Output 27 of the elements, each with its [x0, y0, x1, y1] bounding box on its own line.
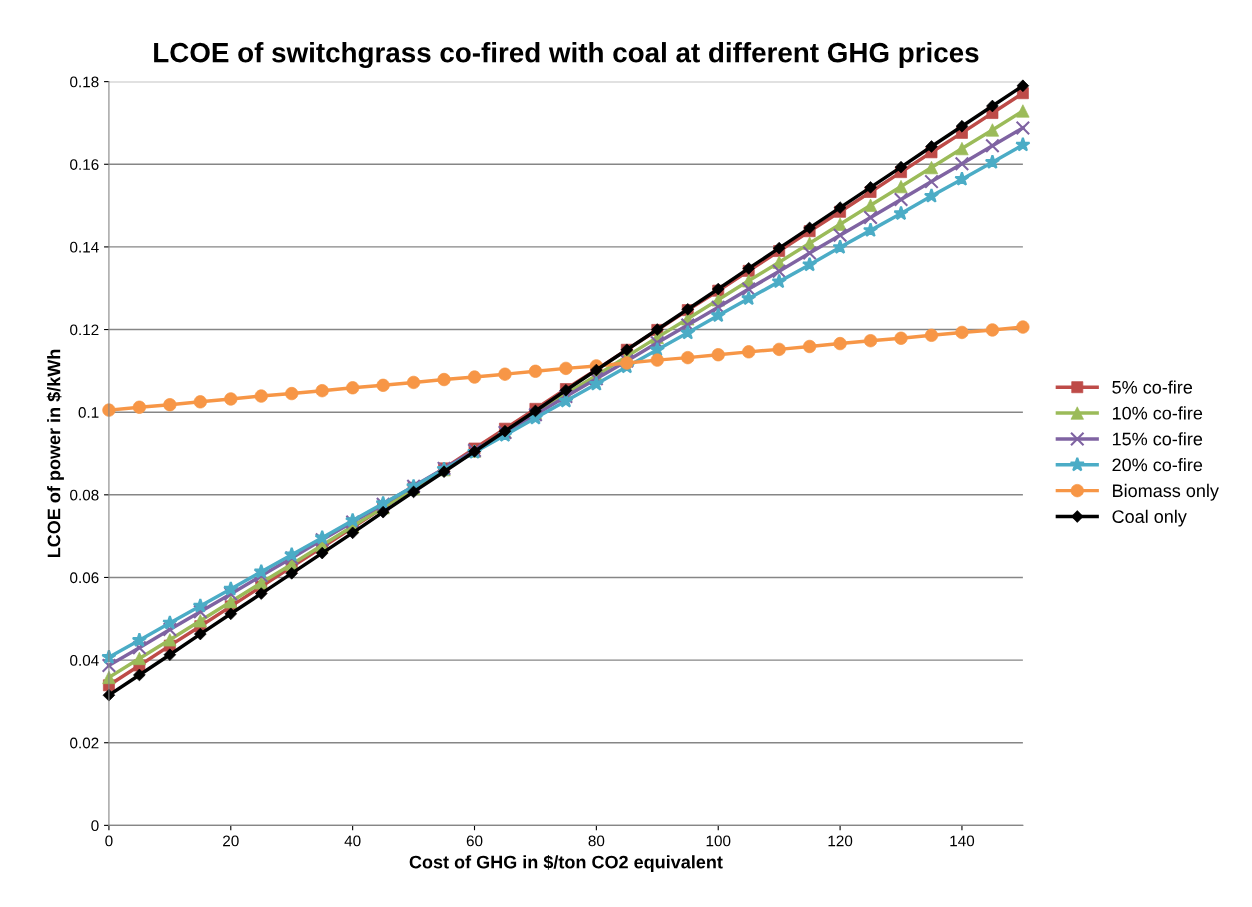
- x-tick-label: 60: [466, 835, 483, 847]
- y-axis-title: LCOE of power in $/kWh: [46, 349, 64, 558]
- y-tick-label: 0.1: [78, 407, 99, 418]
- legend-label: Coal only: [1112, 509, 1187, 527]
- legend-label: 15% co-fire: [1112, 432, 1203, 446]
- legend-label: 5% co-fire: [1112, 380, 1193, 394]
- x-tick-label: 0: [105, 835, 113, 847]
- y-tick-label: 0.14: [70, 241, 99, 253]
- y-tick-label: 0.12: [70, 324, 99, 336]
- x-tick-label: 80: [588, 835, 605, 847]
- y-tick-label: 0.16: [70, 159, 99, 170]
- y-tick-label: 0.18: [70, 76, 99, 88]
- x-tick-label: 140: [950, 835, 975, 847]
- y-tick-label: 0.04: [70, 654, 99, 666]
- legend-label: 20% co-fire: [1112, 458, 1203, 472]
- x-tick-label: 40: [344, 835, 361, 847]
- x-tick-label: 100: [706, 835, 731, 847]
- y-tick-label: 0.08: [70, 489, 99, 501]
- y-tick-label: 0.06: [70, 572, 99, 584]
- legend-label: Biomass only: [1113, 483, 1219, 501]
- x-axis-title: Cost of GHG in $/ton CO2 equivalent: [409, 854, 723, 873]
- y-tick-label: 0: [91, 820, 99, 832]
- x-tick-label: 20: [223, 835, 239, 847]
- legend-label: 10% co-fire: [1112, 406, 1203, 420]
- chart-title: LCOE of switchgrass co-fired with coal at different GHG prices: [154, 42, 979, 69]
- y-tick-label: 0.02: [70, 737, 99, 749]
- x-tick-label: 120: [828, 835, 853, 847]
